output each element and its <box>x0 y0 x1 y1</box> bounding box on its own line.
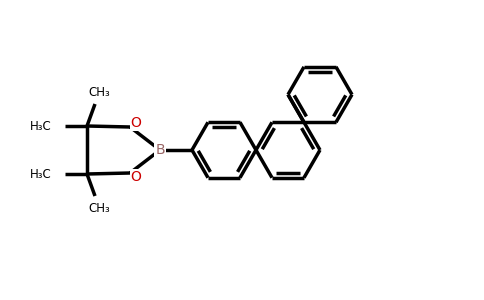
Text: B: B <box>155 143 165 157</box>
Text: CH₃: CH₃ <box>88 202 110 214</box>
Text: O: O <box>131 170 141 184</box>
Text: CH₃: CH₃ <box>88 85 110 98</box>
Text: H₃C: H₃C <box>30 119 52 133</box>
Text: H₃C: H₃C <box>30 167 52 181</box>
Text: O: O <box>131 116 141 130</box>
